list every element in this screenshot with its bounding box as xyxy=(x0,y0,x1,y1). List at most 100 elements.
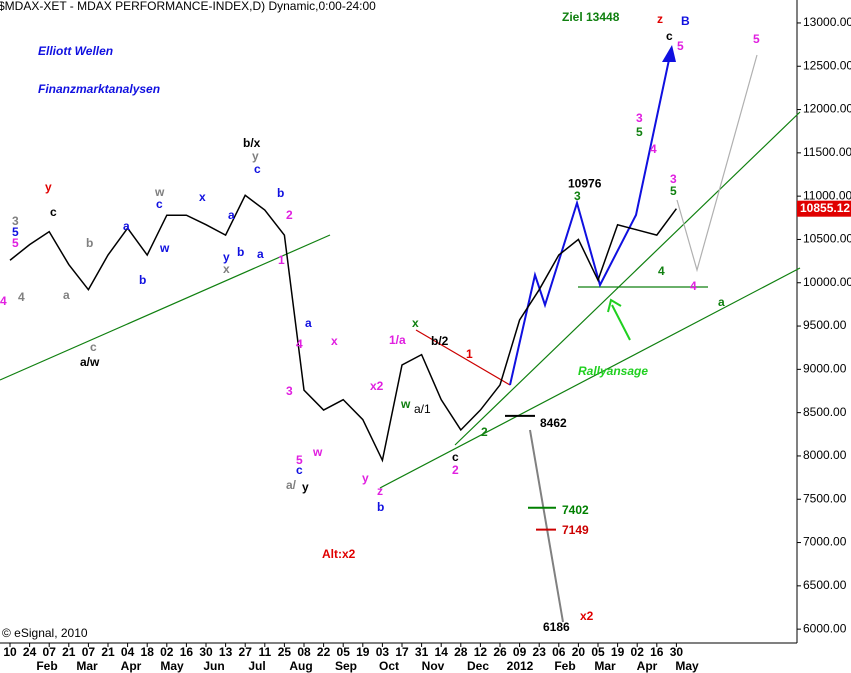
trendline xyxy=(0,234,331,381)
month-label: Mar xyxy=(594,659,616,673)
level-label: 6186 xyxy=(543,620,570,634)
wave-label: a xyxy=(718,295,725,309)
wave-label: w xyxy=(159,241,170,255)
y-tick-label: 9500.00 xyxy=(803,318,847,332)
wave-label: c xyxy=(50,205,57,219)
y-tick-label: 9000.00 xyxy=(803,362,847,376)
projection xyxy=(676,54,758,273)
wave-label: Ziel 13448 xyxy=(562,10,620,24)
y-tick-label: 11000.00 xyxy=(803,188,851,202)
trendline xyxy=(415,329,511,386)
x-tick-label: 05 xyxy=(591,645,605,659)
x-tick-label: 26 xyxy=(493,645,507,659)
x-tick-label: 11 xyxy=(258,645,271,659)
wave-label: 4 xyxy=(650,142,657,156)
x-tick-label: 20 xyxy=(572,645,586,659)
wave-label: Rallyansage xyxy=(578,364,648,378)
x-tick-label: 03 xyxy=(376,645,390,659)
y-tick-label: 6500.00 xyxy=(803,578,847,592)
projection xyxy=(529,429,564,623)
x-tick-label: 27 xyxy=(239,645,253,659)
wave-label: x2 xyxy=(580,609,594,623)
wave-label: 5 xyxy=(296,453,303,467)
wave-label: 3 xyxy=(670,172,677,186)
month-label: Dec xyxy=(467,659,489,673)
wave-path xyxy=(509,54,671,386)
month-label: Sep xyxy=(335,659,357,673)
wave-label: c xyxy=(156,197,163,211)
wave-label: a xyxy=(228,208,235,222)
wave-label: c xyxy=(254,162,261,176)
wave-label: a/ xyxy=(286,478,297,492)
x-tick-label: 02 xyxy=(160,645,174,659)
x-tick-label: 30 xyxy=(199,645,213,659)
last-price-box xyxy=(797,200,851,217)
wave-label: z xyxy=(657,12,663,26)
y-tick-label: 13000.00 xyxy=(803,15,851,29)
wave-label: c xyxy=(296,463,303,477)
y-tick-label: 6000.00 xyxy=(803,621,847,635)
wave-label: 5 xyxy=(12,225,19,239)
wave-label: 2 xyxy=(481,425,488,439)
wave-label: w xyxy=(312,445,323,459)
arrow-head xyxy=(607,298,622,313)
wave-label: a/1 xyxy=(414,402,431,416)
x-tick-label: 19 xyxy=(611,645,625,659)
wave-label: 5 xyxy=(753,32,760,46)
wave-label: 5 xyxy=(670,184,677,198)
wave-label: 1/a xyxy=(389,333,406,347)
wave-label: w xyxy=(154,185,165,199)
wave-label: y xyxy=(362,471,369,485)
wave-label: 1 xyxy=(466,347,473,361)
wave-label: x xyxy=(223,262,230,276)
x-tick-label: 07 xyxy=(82,645,96,659)
month-label: May xyxy=(160,659,184,673)
month-label: May xyxy=(675,659,699,673)
wave-label: b xyxy=(237,245,244,259)
wave-label: B xyxy=(681,14,690,28)
x-tick-label: 25 xyxy=(278,645,292,659)
wave-label: w xyxy=(400,397,411,411)
x-tick-label: 10 xyxy=(3,645,17,659)
wave-label: 4 xyxy=(296,337,303,351)
copyright: © eSignal, 2010 xyxy=(2,626,88,640)
wave-label: 4 xyxy=(0,294,7,308)
x-tick-label: 18 xyxy=(141,645,155,659)
level-label: 8462 xyxy=(540,416,567,430)
wave-label: Elliott Wellen xyxy=(38,44,113,58)
wave-label: y xyxy=(45,180,52,194)
wave-label: a/w xyxy=(80,355,100,369)
y-tick-label: 7500.00 xyxy=(803,491,847,505)
x-tick-label: 16 xyxy=(180,645,194,659)
wave-label: b/2 xyxy=(431,334,449,348)
y-tick-label: 12000.00 xyxy=(803,102,851,116)
x-tick-label: 14 xyxy=(435,645,449,659)
wave-label: z xyxy=(377,484,383,498)
x-tick-label: 07 xyxy=(43,645,57,659)
x-tick-label: 28 xyxy=(454,645,468,659)
x-tick-label: 31 xyxy=(415,645,429,659)
x-tick-label: 21 xyxy=(62,645,76,659)
wave-label: x xyxy=(331,334,338,348)
wave-label: y xyxy=(223,250,230,264)
wave-label: 3 xyxy=(636,111,643,125)
x-tick-label: 21 xyxy=(101,645,115,659)
x-tick-label: 13 xyxy=(219,645,233,659)
price-line xyxy=(9,194,678,463)
wave-label: b xyxy=(139,273,146,287)
wave-label: 4 xyxy=(658,264,665,278)
wave-label: 3 xyxy=(574,189,581,203)
y-tick-label: 8000.00 xyxy=(803,448,847,462)
x-tick-label: 23 xyxy=(533,645,547,659)
y-tick-label: 10000.00 xyxy=(803,275,851,289)
level-label: 7402 xyxy=(562,503,589,517)
last-price: 10855.12 xyxy=(800,201,850,215)
wave-label: 5 xyxy=(636,125,643,139)
wave-label: c xyxy=(666,29,673,43)
level-label: 10976 xyxy=(568,176,602,190)
wave-label: 5 xyxy=(12,236,19,250)
wave-label: x xyxy=(199,190,206,204)
month-label: Feb xyxy=(554,659,575,673)
month-label: Apr xyxy=(121,659,142,673)
